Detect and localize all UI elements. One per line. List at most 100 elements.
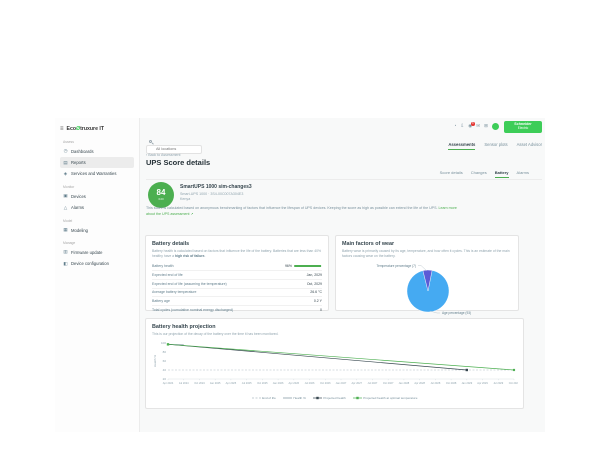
legend-item: End of life	[251, 396, 276, 401]
dashboards-icon: ◷	[63, 148, 68, 154]
x-tick-label: Jul 2029	[493, 381, 503, 385]
x-tick-label: Oct 2025	[257, 381, 268, 385]
x-tick-label: Oct 2026	[320, 381, 331, 385]
x-tick-label: Jan 2029	[461, 381, 472, 385]
subtab-alarms[interactable]: Alarms	[516, 170, 529, 175]
legend-marker	[316, 396, 319, 400]
logo-lifecycle-icon: Ø	[76, 126, 81, 132]
sidebar-header: ≡ EcoØtruxure IT	[60, 124, 134, 134]
hamburger-menu-icon[interactable]: ≡	[60, 126, 64, 132]
row-value: Jan, 2029	[306, 272, 322, 277]
legend-sample	[251, 397, 261, 399]
schneider-electric-logo: Schneider Electric	[504, 121, 542, 133]
sidebar-item-label: Reports	[71, 160, 86, 166]
series-projected-health-at-optimal-temperature	[167, 344, 515, 371]
sidebar-item-device-configuration[interactable]: ◧ Device configuration	[60, 259, 134, 269]
score-description-line1: This score is calculated based on anonym…	[146, 206, 327, 210]
score-description-line2: Keeping the score as high as possible ca…	[327, 206, 438, 210]
pie-slice	[406, 270, 450, 313]
battery-health-value: 96%	[284, 264, 292, 269]
x-tick-label: Apr 2026	[289, 381, 300, 385]
row-value: Oct, 2029	[306, 281, 322, 286]
wear-card-description: Battery wear is primarily caused by its …	[342, 249, 510, 259]
y-tick-label: 80	[163, 350, 167, 354]
x-tick-label: Oct 2029	[509, 381, 518, 385]
modeling-icon: ▦	[63, 227, 68, 233]
device-model-serial: Smart-UPS 1000 · 3S4-00C007A304E3	[180, 191, 244, 196]
row-value: 96%	[285, 264, 322, 268]
alarms-icon: △	[63, 204, 68, 210]
row-label: Battery health	[152, 264, 174, 269]
detail-subtabs: Score details Changes Battery Alarms	[440, 170, 529, 178]
sidebar-section-monitor: Monitor	[63, 185, 75, 190]
y-tick-label: 60	[163, 359, 167, 363]
pie-callout-line	[418, 265, 428, 272]
services-icon: ◈	[63, 170, 68, 176]
search-input[interactable]	[146, 144, 202, 154]
device-name: SmartUPS 1000 sim-changes3	[180, 184, 252, 190]
row-label: Total cycles (cumulative nominal energy …	[152, 308, 234, 313]
user-avatar[interactable]	[492, 123, 499, 130]
notifications-bell-icon[interactable]: ◉ 9	[468, 122, 475, 129]
sidebar-item-devices[interactable]: ▣ Devices	[60, 191, 134, 201]
search-icon	[148, 139, 152, 143]
subtab-score-details[interactable]: Score details	[439, 170, 463, 175]
series-projected-health	[167, 344, 467, 371]
download-icon[interactable]: ⇩	[460, 123, 465, 129]
table-row: Battery age 0.2 Y	[152, 297, 322, 307]
tab-sensor-plots[interactable]: Sensor plots	[484, 142, 508, 147]
score-value: 84	[156, 188, 166, 197]
table-row: Expected end of life Jan, 2029	[152, 271, 322, 280]
apps-grid-icon[interactable]: ⊞	[484, 123, 488, 129]
pie-callout-line	[429, 311, 440, 314]
row-label: Expected end of life (assuming the tempe…	[152, 281, 227, 286]
sidebar-item-modeling[interactable]: ▦ Modeling	[60, 225, 134, 235]
legend-item: Projected health	[312, 396, 346, 401]
x-tick-label: Jul 2028	[430, 381, 440, 385]
subtab-changes[interactable]: Changes	[470, 170, 487, 175]
table-row: Total cycles (cumulative nominal energy …	[152, 306, 322, 314]
x-tick-label: Jul 2025	[242, 381, 252, 385]
sidebar-item-label: Firmware update	[71, 249, 103, 255]
x-tick-label: Apr 2024	[163, 381, 174, 385]
legend-sample	[312, 396, 322, 400]
sidebar-item-alarms[interactable]: △ Alarms	[60, 203, 134, 213]
battery-details-title: Battery details	[152, 241, 190, 247]
sidebar-section-manage: Manage	[63, 241, 76, 246]
tab-asset-advisor[interactable]: Asset Advisor	[516, 142, 542, 147]
sidebar-item-firmware-update[interactable]: ▥ Firmware update	[60, 247, 134, 257]
x-tick-label: Jan 2025	[210, 381, 221, 385]
firmware-update-icon: ▥	[63, 249, 68, 255]
y-tick-label: 40	[163, 368, 167, 372]
main-content: ◔ ⇩ ◉ 9 ✉ ⊞ Schneider Electric Assessmen…	[140, 118, 545, 432]
row-label: Average battery temperature	[152, 290, 197, 295]
sidebar-item-dashboards[interactable]: ◷ Dashboards	[60, 146, 134, 156]
legend-label: End of life	[262, 396, 276, 401]
learn-more-link[interactable]: Learn more about the UPS assessment ↗	[146, 206, 457, 216]
x-tick-label: Apr 2025	[226, 381, 237, 385]
wear-pie-chart: Temperature percentage (7) Age percentage…	[376, 264, 471, 315]
gauge-icon[interactable]: ◔	[453, 123, 457, 129]
device-location: Kenya	[180, 197, 191, 201]
legend-sample	[282, 397, 292, 399]
sidebar-item-reports[interactable]: ▤ Reports	[60, 157, 134, 168]
x-tick-label: Oct 2024	[194, 381, 205, 385]
back-to-assessment-link[interactable]: ‹ Back to Assessment	[146, 153, 181, 157]
messages-icon[interactable]: ✉	[476, 123, 481, 129]
sidebar-item-label: Devices	[71, 193, 86, 199]
tab-assessments[interactable]: Assessments	[448, 142, 476, 150]
legend-label: Projected health	[323, 396, 346, 401]
subtab-battery[interactable]: Battery	[494, 170, 509, 178]
top-tabs: Assessments Sensor plots Asset Advisor	[448, 142, 542, 150]
x-tick-label: Oct 2028	[446, 381, 457, 385]
battery-health-bar-fill	[294, 264, 321, 268]
series-marker	[512, 368, 516, 372]
table-row: Battery health 96%	[152, 262, 322, 271]
score-description: This score is calculated based on anonym…	[146, 206, 466, 217]
sidebar-item-services-warranties[interactable]: ◈ Services and Warranties	[60, 169, 134, 179]
x-tick-label: Jan 2027	[336, 381, 347, 385]
legend-sample	[352, 396, 362, 400]
sidebar-item-label: Services and Warranties	[71, 171, 117, 177]
main-factors-of-wear-card: Main factors of wear Battery wear is pri…	[335, 235, 519, 315]
